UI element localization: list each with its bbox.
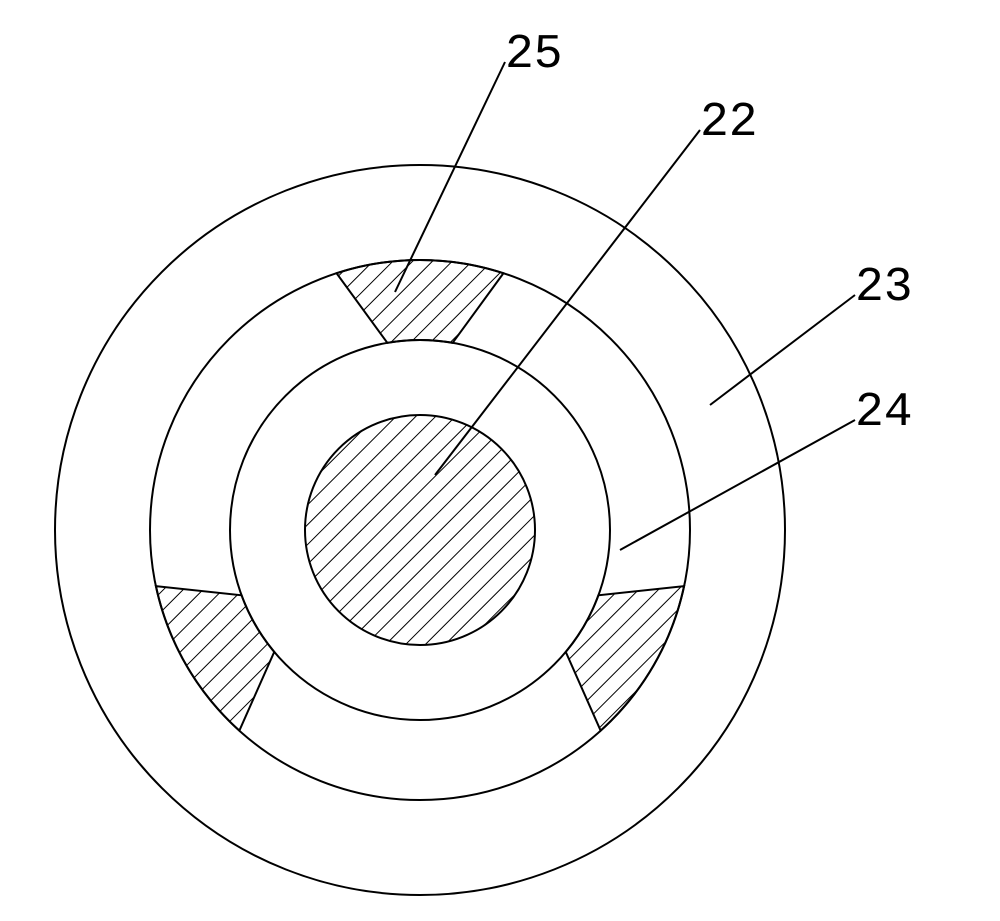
technical-diagram — [0, 0, 1000, 916]
label-22: 22 — [700, 96, 758, 150]
label-25: 25 — [505, 28, 563, 82]
label-23: 23 — [855, 261, 913, 315]
label-24: 24 — [855, 386, 913, 440]
diagram-svg — [0, 0, 1000, 916]
